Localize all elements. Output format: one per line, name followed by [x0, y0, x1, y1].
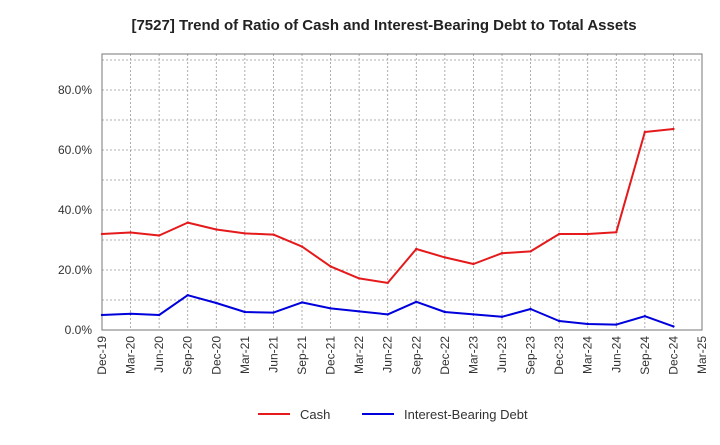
- x-tick-label: Mar-22: [352, 336, 366, 374]
- data-point: [415, 247, 418, 251]
- y-tick-label: 20.0%: [58, 263, 92, 277]
- data-point: [557, 232, 561, 236]
- data-point: [157, 234, 161, 237]
- grid: [101, 54, 703, 330]
- data-point: [672, 127, 675, 131]
- x-axis: Dec-19 Mar-20 Jun-20 Sep-20 Dec-20 Mar-21 Jun-…: [95, 336, 709, 375]
- data-point: [500, 252, 504, 255]
- x-tick-label: Jun-22: [381, 336, 395, 373]
- x-tick-label: Jun-21: [266, 336, 280, 373]
- x-tick-label: Sep-23: [524, 336, 538, 375]
- data-point: [157, 313, 161, 317]
- data-point: [329, 307, 332, 310]
- data-point: [615, 231, 618, 234]
- data-point: [300, 245, 304, 248]
- x-tick-label: Mar-21: [238, 336, 252, 374]
- x-tick-label: Mar-20: [124, 336, 138, 374]
- data-point: [415, 300, 418, 303]
- x-tick-label: Jun-24: [609, 336, 623, 373]
- x-tick-label: Dec-20: [209, 336, 223, 375]
- data-point: [615, 323, 618, 326]
- x-tick-label: Dec-19: [95, 336, 109, 375]
- data-point: [357, 277, 361, 280]
- data-point: [100, 232, 104, 236]
- data-point: [586, 322, 589, 326]
- x-tick-label: Sep-22: [409, 336, 423, 375]
- y-tick-label: 0.0%: [65, 323, 93, 337]
- data-point: [186, 221, 189, 224]
- legend-label: Interest-Bearing Debt: [404, 407, 528, 422]
- data-point: [672, 325, 675, 328]
- data-point: [386, 281, 389, 285]
- x-tick-label: Jun-23: [495, 336, 509, 373]
- y-tick-label: 80.0%: [58, 83, 92, 97]
- x-tick-label: Dec-22: [438, 336, 452, 375]
- y-tick-label: 60.0%: [58, 143, 92, 157]
- data-point: [529, 250, 532, 253]
- series-lines: [100, 127, 675, 328]
- chart-title: [7527] Trend of Ratio of Cash and Intere…: [131, 17, 636, 34]
- data-point: [272, 233, 275, 236]
- data-point: [386, 313, 389, 316]
- data-point: [443, 256, 447, 259]
- data-point: [443, 310, 447, 314]
- data-point: [129, 312, 132, 315]
- y-tick-label: 40.0%: [58, 203, 92, 217]
- data-point: [557, 319, 561, 323]
- x-tick-label: Jun-20: [152, 336, 166, 373]
- data-point: [100, 313, 104, 317]
- x-tick-label: Sep-21: [295, 336, 309, 375]
- x-tick-label: Sep-20: [181, 336, 195, 375]
- data-point: [357, 310, 361, 313]
- data-point: [472, 262, 475, 266]
- data-point: [643, 315, 647, 318]
- x-tick-label: Dec-21: [324, 336, 338, 375]
- data-point: [243, 310, 247, 314]
- data-point: [300, 301, 304, 304]
- legend-label: Cash: [300, 407, 330, 422]
- x-tick-label: Dec-24: [666, 336, 680, 375]
- x-tick-label: Mar-23: [466, 336, 480, 374]
- data-point: [272, 311, 275, 314]
- data-point: [215, 228, 218, 231]
- data-point: [243, 232, 247, 235]
- data-point: [643, 130, 647, 134]
- legend: Cash Interest-Bearing Debt: [258, 407, 528, 422]
- data-point: [529, 307, 532, 311]
- data-point: [472, 313, 475, 316]
- y-axis: 0.0% 20.0% 40.0% 60.0% 80.0%: [58, 83, 92, 337]
- x-tick-label: Sep-24: [638, 336, 652, 375]
- data-point: [329, 265, 332, 268]
- data-point: [586, 232, 589, 236]
- x-tick-label: Mar-24: [581, 336, 595, 374]
- plot-area-border: [101, 53, 703, 331]
- data-point: [215, 301, 218, 305]
- data-point: [500, 315, 504, 318]
- x-tick-label: Dec-23: [552, 336, 566, 375]
- data-point: [186, 294, 189, 297]
- x-tick-label: Mar-25: [695, 336, 709, 374]
- data-point: [129, 231, 132, 234]
